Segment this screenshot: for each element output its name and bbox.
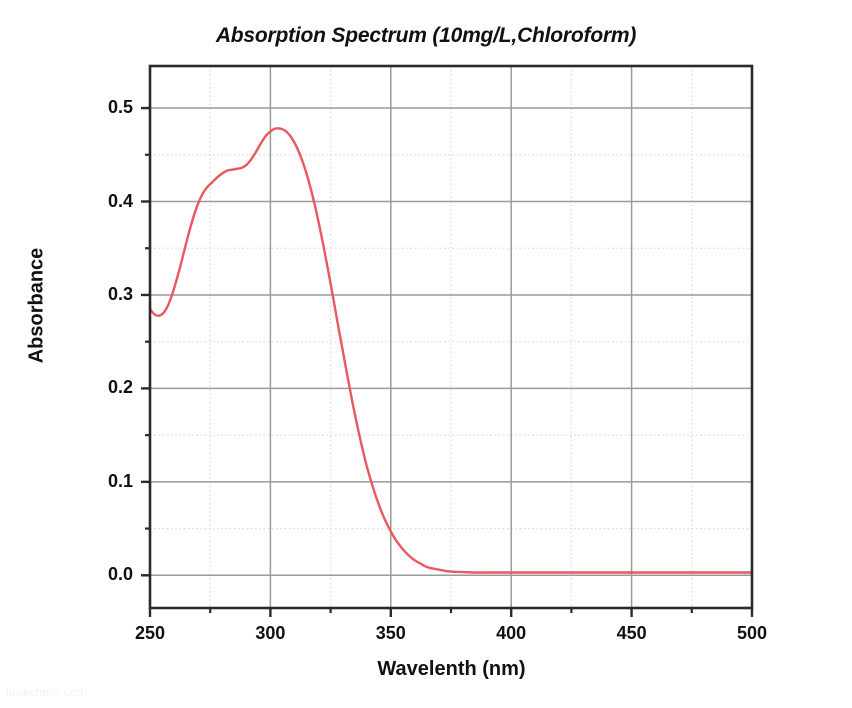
y-axis-title: Absorbance	[25, 247, 48, 364]
y-tick-label: 0.1	[107, 470, 133, 491]
x-tick-label: 400	[496, 623, 527, 643]
y-tick-label: 0.0	[107, 564, 133, 585]
x-tick-label: 300	[255, 623, 286, 643]
chart-title: Absorption Spectrum (10mg/L,Chloroform)	[215, 24, 637, 47]
watermark: lookchem.com	[6, 685, 87, 699]
x-tick-label: 350	[375, 623, 406, 643]
y-tick-label: 0.2	[107, 377, 133, 398]
x-tick-label: 500	[736, 623, 768, 643]
x-tick-label: 450	[616, 623, 647, 643]
y-tick-label: 0.5	[107, 97, 133, 118]
y-tick-label: 0.4	[107, 190, 133, 211]
data-series-line-0	[148, 127, 754, 574]
x-axis-title: Wavelenth (nm)	[377, 658, 526, 680]
y-tick-label: 0.3	[107, 283, 133, 304]
x-tick-label: 250	[134, 623, 166, 643]
